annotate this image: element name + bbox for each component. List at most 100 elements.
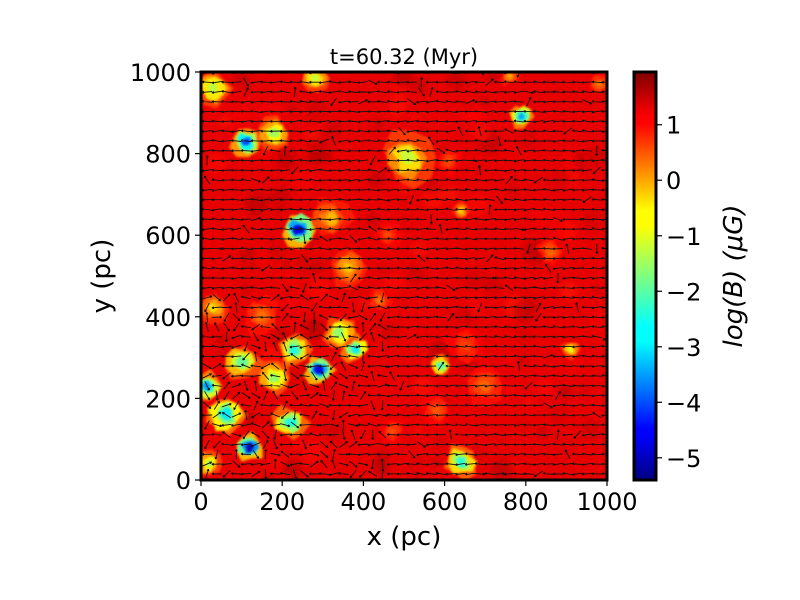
field-arrow xyxy=(523,119,534,123)
field-arrow xyxy=(533,335,544,338)
field-arrow xyxy=(474,404,485,408)
field-arrow xyxy=(445,247,456,251)
field-arrow xyxy=(289,285,300,290)
field-arrow xyxy=(231,432,242,437)
field-arrow xyxy=(386,443,398,447)
field-arrow xyxy=(513,393,524,397)
field-arrow xyxy=(455,159,466,163)
field-arrow xyxy=(562,207,573,211)
field-arrow xyxy=(445,148,456,153)
field-arrow xyxy=(309,266,320,270)
field-arrow xyxy=(416,286,427,290)
field-arrow xyxy=(474,100,485,104)
field-arrow xyxy=(494,286,505,289)
field-arrow xyxy=(357,188,369,192)
field-arrow xyxy=(270,354,281,358)
field-arrow xyxy=(445,119,456,123)
field-arrow xyxy=(494,374,505,378)
field-arrow xyxy=(572,119,583,123)
field-arrow xyxy=(231,119,242,123)
field-arrow xyxy=(533,129,544,133)
field-arrow xyxy=(464,374,476,378)
field-arrow xyxy=(396,100,408,104)
field-arrow xyxy=(348,354,359,358)
field-arrow xyxy=(543,354,554,359)
field-arrow xyxy=(513,110,524,113)
field-arrow xyxy=(533,237,544,241)
field-arrow xyxy=(474,354,485,358)
field-arrow xyxy=(533,158,544,162)
field-texture xyxy=(427,107,449,130)
field-arrow xyxy=(240,403,252,407)
field-arrow xyxy=(289,188,300,192)
field-arrow xyxy=(435,276,446,280)
field-arrow xyxy=(240,246,252,250)
field-texture xyxy=(390,286,409,305)
field-arrow xyxy=(526,243,531,254)
field-arrow xyxy=(513,276,524,280)
field-arrow xyxy=(484,462,495,466)
field-arrow xyxy=(494,110,505,114)
field-arrow xyxy=(396,159,408,162)
field-arrow xyxy=(581,149,593,152)
field-arrow xyxy=(377,178,388,182)
field-arrow xyxy=(328,325,339,329)
field-arrow xyxy=(221,442,232,446)
field-arrow xyxy=(309,149,320,153)
field-arrow xyxy=(416,354,427,358)
field-arrow xyxy=(231,188,242,192)
field-arrow xyxy=(562,237,573,241)
field-arrow xyxy=(464,452,476,456)
field-arrow xyxy=(231,443,242,447)
field-arrow xyxy=(494,306,505,310)
field-arrow xyxy=(387,188,398,192)
field-arrow xyxy=(204,321,209,332)
field-arrow xyxy=(359,390,367,400)
field-arrow xyxy=(348,119,359,123)
field-arrow xyxy=(250,208,261,211)
field-arrow xyxy=(338,169,349,173)
field-arrow xyxy=(581,462,593,467)
field-arrow xyxy=(221,345,232,349)
field-arrow xyxy=(406,471,417,476)
low-field-region xyxy=(229,128,261,158)
field-arrow xyxy=(581,217,593,221)
y-tick-label: 1000 xyxy=(130,59,191,87)
field-arrow xyxy=(279,89,291,94)
field-arrow xyxy=(290,166,299,175)
field-arrow xyxy=(542,80,554,84)
field-arrow xyxy=(416,335,427,339)
field-arrow xyxy=(329,372,339,380)
field-arrow xyxy=(396,335,407,339)
field-arrow xyxy=(455,110,466,114)
field-arrow xyxy=(205,311,209,323)
field-arrow xyxy=(581,90,593,94)
field-arrow xyxy=(399,380,405,391)
field-arrow xyxy=(542,120,554,124)
field-texture xyxy=(391,83,407,99)
field-arrow xyxy=(283,371,288,382)
field-arrow xyxy=(289,345,300,349)
field-arrow xyxy=(494,443,505,447)
field-arrow xyxy=(279,433,291,437)
field-arrow xyxy=(572,129,583,133)
x-tick-label: 1000 xyxy=(576,488,637,516)
field-arrow xyxy=(234,302,238,313)
field-arrow xyxy=(484,218,495,222)
field-arrow xyxy=(279,110,291,114)
field-arrow xyxy=(445,325,456,329)
field-arrow xyxy=(523,325,534,329)
field-arrow xyxy=(318,188,330,192)
field-arrow xyxy=(240,462,252,466)
field-arrow xyxy=(340,361,347,371)
field-arrow xyxy=(396,315,407,319)
field-arrow xyxy=(552,109,563,113)
field-arrow xyxy=(279,198,290,202)
field-arrow xyxy=(455,169,466,172)
field-arrow xyxy=(289,305,300,310)
field-arrow xyxy=(240,218,252,221)
field-arrow xyxy=(416,227,427,231)
field-arrow xyxy=(270,333,280,340)
field-arrow xyxy=(474,394,485,398)
field-arrow xyxy=(211,159,222,163)
